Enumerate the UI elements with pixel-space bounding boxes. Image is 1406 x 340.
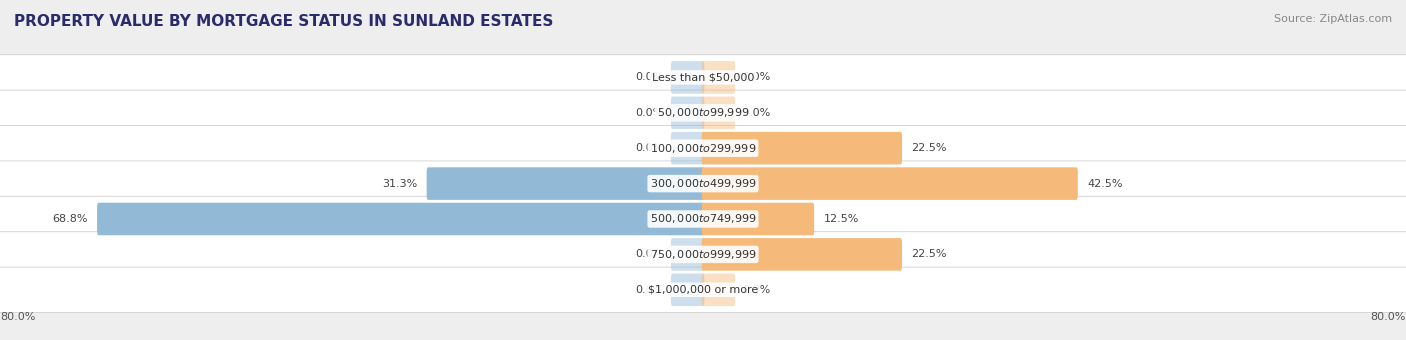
Text: $750,000 to $999,999: $750,000 to $999,999 — [650, 248, 756, 261]
Text: $300,000 to $499,999: $300,000 to $499,999 — [650, 177, 756, 190]
Text: 80.0%: 80.0% — [0, 312, 35, 322]
FancyBboxPatch shape — [702, 203, 814, 235]
Text: $500,000 to $749,999: $500,000 to $749,999 — [650, 212, 756, 225]
Text: 0.0%: 0.0% — [636, 72, 664, 82]
Text: 0.0%: 0.0% — [636, 143, 664, 153]
Text: 0.0%: 0.0% — [742, 108, 770, 118]
FancyBboxPatch shape — [426, 167, 704, 200]
Text: 0.0%: 0.0% — [742, 285, 770, 295]
FancyBboxPatch shape — [702, 273, 735, 306]
Text: 12.5%: 12.5% — [824, 214, 859, 224]
Text: 68.8%: 68.8% — [52, 214, 87, 224]
FancyBboxPatch shape — [0, 232, 1406, 277]
Text: $1,000,000 or more: $1,000,000 or more — [648, 285, 758, 295]
FancyBboxPatch shape — [671, 132, 704, 165]
Text: 22.5%: 22.5% — [911, 250, 946, 259]
FancyBboxPatch shape — [0, 90, 1406, 136]
Text: 31.3%: 31.3% — [382, 178, 418, 189]
FancyBboxPatch shape — [97, 203, 704, 235]
Text: 42.5%: 42.5% — [1087, 178, 1122, 189]
FancyBboxPatch shape — [671, 97, 704, 129]
Text: 22.5%: 22.5% — [911, 143, 946, 153]
FancyBboxPatch shape — [0, 125, 1406, 171]
FancyBboxPatch shape — [702, 167, 1078, 200]
FancyBboxPatch shape — [671, 273, 704, 306]
FancyBboxPatch shape — [0, 161, 1406, 206]
Text: $100,000 to $299,999: $100,000 to $299,999 — [650, 142, 756, 155]
FancyBboxPatch shape — [0, 55, 1406, 100]
Text: Source: ZipAtlas.com: Source: ZipAtlas.com — [1274, 14, 1392, 23]
FancyBboxPatch shape — [702, 238, 903, 271]
FancyBboxPatch shape — [0, 196, 1406, 242]
FancyBboxPatch shape — [702, 132, 903, 165]
FancyBboxPatch shape — [671, 61, 704, 94]
Text: $50,000 to $99,999: $50,000 to $99,999 — [657, 106, 749, 119]
FancyBboxPatch shape — [0, 267, 1406, 312]
Text: 0.0%: 0.0% — [636, 250, 664, 259]
Text: 0.0%: 0.0% — [636, 108, 664, 118]
FancyBboxPatch shape — [702, 61, 735, 94]
Text: 0.0%: 0.0% — [636, 285, 664, 295]
Text: 0.0%: 0.0% — [742, 72, 770, 82]
Text: PROPERTY VALUE BY MORTGAGE STATUS IN SUNLAND ESTATES: PROPERTY VALUE BY MORTGAGE STATUS IN SUN… — [14, 14, 554, 29]
Text: Less than $50,000: Less than $50,000 — [652, 72, 754, 82]
FancyBboxPatch shape — [702, 97, 735, 129]
FancyBboxPatch shape — [671, 238, 704, 271]
Text: 80.0%: 80.0% — [1371, 312, 1406, 322]
